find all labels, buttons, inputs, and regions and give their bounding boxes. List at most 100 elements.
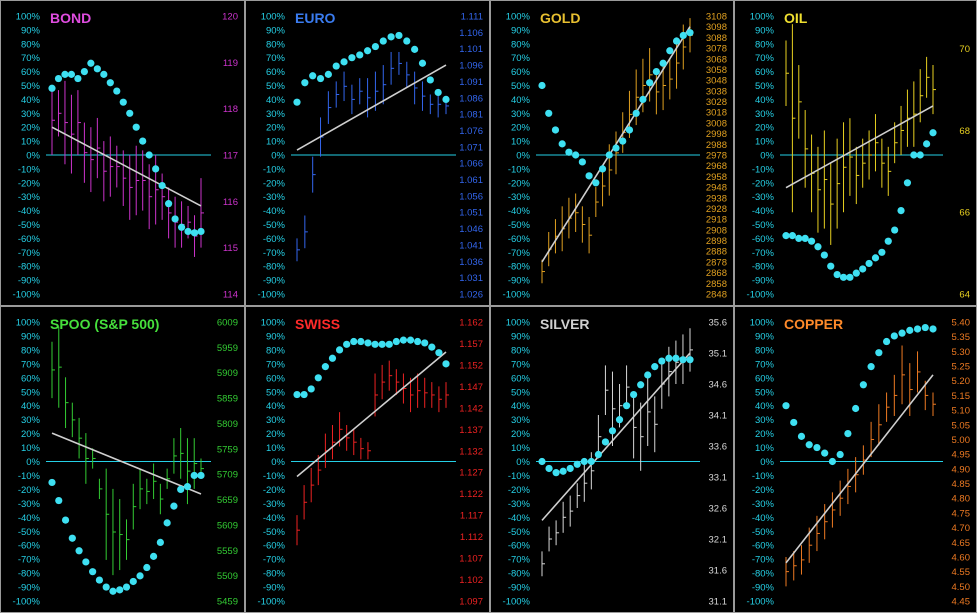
price-tick-label: 1.097 [459,597,483,608]
pct-tick-label: -80% [263,262,286,273]
oscillator-dot [566,464,574,473]
pct-tick-label: 80% [755,345,775,356]
oscillator-dot [797,432,806,440]
price-tick-label: 1.107 [459,554,483,565]
pct-tick-label: 100% [16,318,41,329]
oscillator-dot [74,74,82,83]
oscillator-dot [403,37,411,45]
oscillator-dot [788,232,796,240]
pct-tick-label: 90% [21,331,41,342]
oscillator-dot [929,129,937,137]
pct-tick-label: 70% [511,53,531,64]
price-tick-label: 1.101 [459,44,483,55]
pct-tick-label: 50% [755,387,775,398]
oscillator-dot [170,502,178,510]
oscillator-dot [679,356,687,364]
price-tick-label: 2848 [706,290,727,301]
price-tick-label: 2858 [706,279,727,290]
pct-tick-label: 90% [21,25,41,36]
pct-tick-label: -90% [18,276,41,287]
oscillator-dot [67,70,76,78]
oscillator-dot [572,151,580,159]
price-tick-label: 34.6 [709,380,728,391]
price-tick-label: 1.142 [459,403,483,414]
pct-tick-label: 0% [516,151,530,162]
oscillator-dot [100,70,108,78]
price-tick-label: 3078 [706,44,727,55]
pct-tick-label: -50% [752,527,775,538]
pct-tick-label: 100% [261,318,286,329]
pct-tick-label: 10% [755,137,775,148]
price-tick-label: 1.076 [459,126,483,137]
oscillator-dot [814,243,822,251]
price-tick-label: 5759 [217,444,238,455]
oscillator-dot [418,59,427,67]
pct-tick-label: -20% [752,178,775,189]
oscillator-dot [428,343,436,351]
pct-tick-label: 30% [21,415,41,426]
oscillator-dot [106,79,114,87]
price-tick-label: 115 [223,243,238,254]
pct-tick-label: -20% [508,178,531,189]
pct-tick-label: -80% [752,262,775,273]
oscillator-dot [340,58,348,66]
pct-tick-label: -100% [503,290,531,301]
oscillator-dot [559,467,567,475]
oscillator-dot [836,450,844,459]
price-tick-label: 3008 [706,118,727,129]
pct-tick-label: 0% [271,151,285,162]
oscillator-dot [833,270,841,279]
price-tick-label: 5659 [217,495,238,506]
chart-panel-2: 100% 90% 80% 70% 60% 50% 40% 30% 20% 10% 0% -10% -20… [245,0,490,306]
oscillator-dot [197,227,205,236]
pct-tick-label: -70% [508,248,531,259]
trend-line [785,105,934,189]
oscillator-dot [679,31,687,40]
price-tick-label: 5.35 [952,332,971,343]
trend-line [541,352,691,521]
oscillator-dot [552,469,560,477]
oscillator-dot [61,516,70,524]
price-tick-label: 2988 [706,140,727,151]
oscillator-dot [190,471,198,480]
pct-tick-label: -90% [18,583,41,594]
price-tick-label: 4.45 [952,597,971,608]
oscillator-dot [651,363,659,371]
chart-panel-7: 100% 90% 80% 70% 60% 50% 40% 30% 20% 10% 0% -10% -20… [490,306,734,613]
oscillator-dot [871,254,880,262]
pct-tick-label: -10% [263,471,286,482]
price-tick-label: 4.55 [952,567,971,578]
panel-border [245,0,490,306]
price-tick-label: 5.00 [952,435,971,446]
pct-tick-label: -50% [263,220,286,231]
oscillator-dot [149,552,158,560]
oscillator-dot [54,74,63,83]
oscillator-dot [197,471,205,480]
price-tick-label: 2978 [706,151,727,162]
oscillator-dot [875,349,883,357]
price-tick-label: 1.041 [459,240,483,251]
oscillator-dot [929,325,937,333]
oscillator-dot [844,430,852,438]
oscillator-dot [585,172,593,180]
oscillator-dot [619,137,627,145]
price-tick-label: 5.40 [952,318,971,329]
pct-tick-label: 60% [266,67,286,78]
chart-title: COPPER [784,316,843,332]
price-tick-label: 3048 [706,76,727,87]
oscillator-dot [392,337,400,346]
chart-title: SWISS [295,316,340,332]
pct-tick-label: -30% [263,192,286,203]
price-tick-label: 1.091 [459,77,483,88]
price-tick-label: 1.051 [459,208,483,219]
oscillator-dot [632,109,640,117]
pct-tick-label: 10% [21,443,41,454]
price-tick-label: 2968 [706,161,727,172]
price-tick-label: 1.056 [459,191,483,202]
panel-border [0,0,245,306]
oscillator-dot [300,390,308,399]
price-tick-label: 6009 [217,318,238,329]
oscillator-dot [538,81,546,90]
price-tick-label: 1.081 [459,110,483,121]
oscillator-dot [55,496,63,505]
